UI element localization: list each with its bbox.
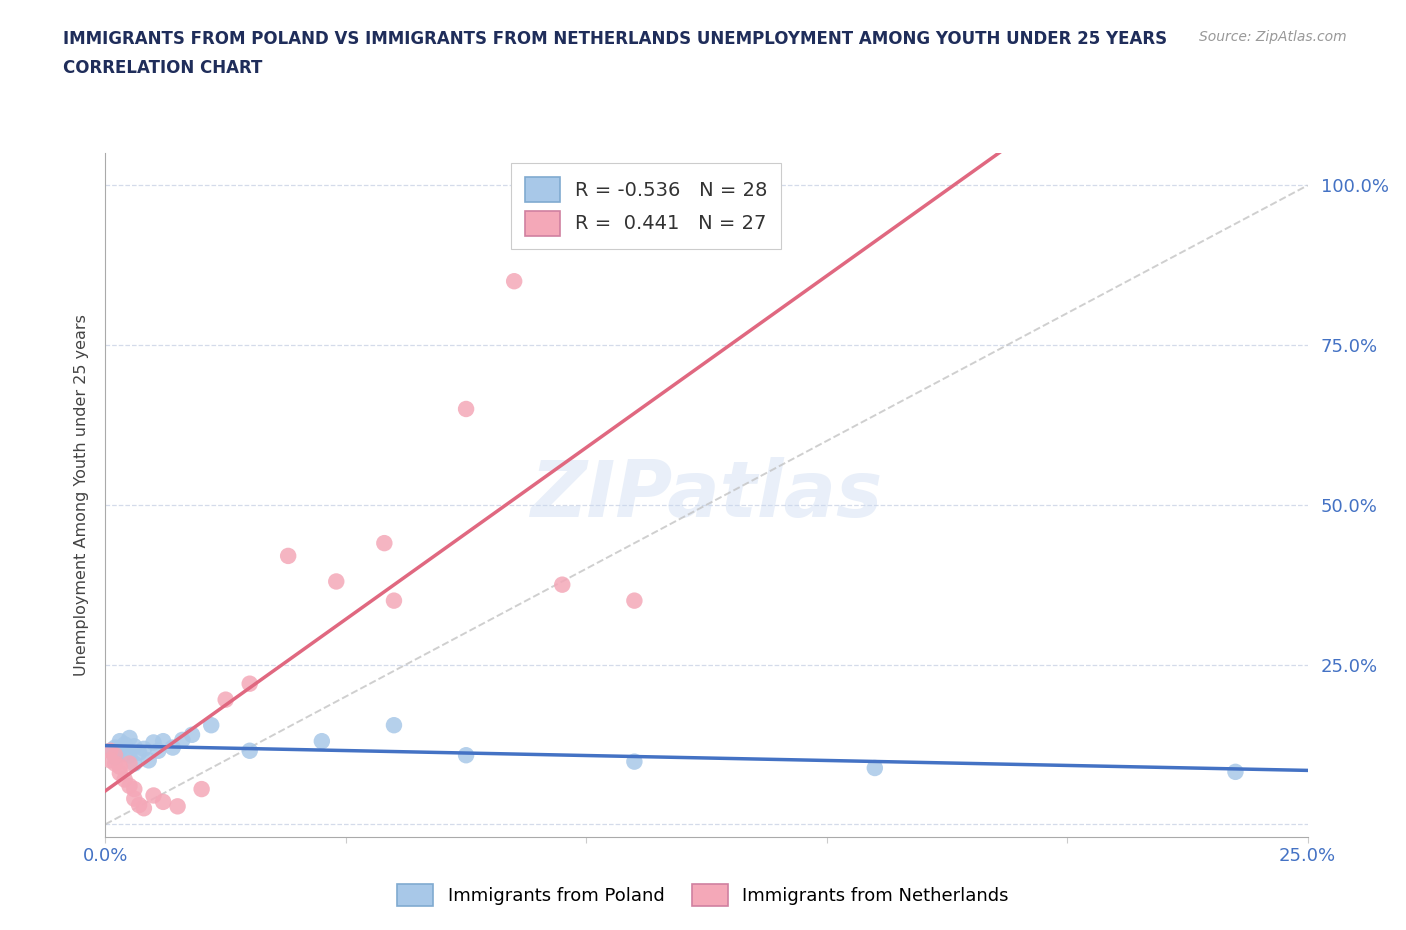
Point <box>239 743 262 758</box>
Y-axis label: Unemployment Among Youth under 25 years: Unemployment Among Youth under 25 years <box>73 314 89 676</box>
Point <box>311 734 333 749</box>
Point <box>108 741 131 756</box>
Point <box>623 754 645 769</box>
Point <box>132 741 155 756</box>
Point <box>382 718 405 733</box>
Point <box>325 574 347 589</box>
Point <box>152 794 174 809</box>
Point <box>124 791 146 806</box>
Point <box>128 798 150 813</box>
Point <box>623 593 645 608</box>
Point <box>118 731 141 746</box>
Point <box>142 735 165 750</box>
Point <box>108 734 131 749</box>
Text: ZIPatlas: ZIPatlas <box>530 458 883 533</box>
Point <box>98 743 121 758</box>
Point <box>98 753 121 768</box>
Point <box>214 692 236 707</box>
Point <box>190 781 212 796</box>
Text: IMMIGRANTS FROM POLAND VS IMMIGRANTS FROM NETHERLANDS UNEMPLOYMENT AMONG YOUTH U: IMMIGRANTS FROM POLAND VS IMMIGRANTS FRO… <box>63 30 1167 47</box>
Point <box>454 402 477 417</box>
Point <box>118 748 141 763</box>
Point <box>454 748 477 763</box>
Point <box>118 778 141 793</box>
Point <box>124 781 146 796</box>
Point <box>1225 764 1247 779</box>
Legend: Immigrants from Poland, Immigrants from Netherlands: Immigrants from Poland, Immigrants from … <box>389 877 1017 913</box>
Point <box>138 753 160 768</box>
Point <box>124 738 146 753</box>
Point <box>200 718 222 733</box>
Point <box>181 727 204 742</box>
Point <box>128 745 150 760</box>
Point <box>108 759 131 774</box>
Point <box>152 734 174 749</box>
Point <box>114 772 136 787</box>
Point <box>108 765 131 780</box>
Point <box>104 748 127 763</box>
Point <box>104 740 127 755</box>
Point <box>124 756 146 771</box>
Point <box>98 743 121 758</box>
Text: Source: ZipAtlas.com: Source: ZipAtlas.com <box>1199 30 1347 44</box>
Point <box>239 676 262 691</box>
Point <box>104 750 127 764</box>
Point <box>551 578 574 592</box>
Point <box>118 756 141 771</box>
Point <box>114 747 136 762</box>
Point <box>132 801 155 816</box>
Point <box>104 756 127 771</box>
Point <box>114 737 136 751</box>
Point <box>863 761 886 776</box>
Point <box>162 740 184 755</box>
Point <box>172 733 194 748</box>
Point <box>503 273 526 288</box>
Point <box>277 549 299 564</box>
Point <box>382 593 405 608</box>
Point <box>166 799 188 814</box>
Legend: R = -0.536   N = 28, R =  0.441   N = 27: R = -0.536 N = 28, R = 0.441 N = 27 <box>512 163 782 249</box>
Point <box>373 536 395 551</box>
Point <box>142 788 165 803</box>
Point <box>148 743 170 758</box>
Text: CORRELATION CHART: CORRELATION CHART <box>63 59 263 76</box>
